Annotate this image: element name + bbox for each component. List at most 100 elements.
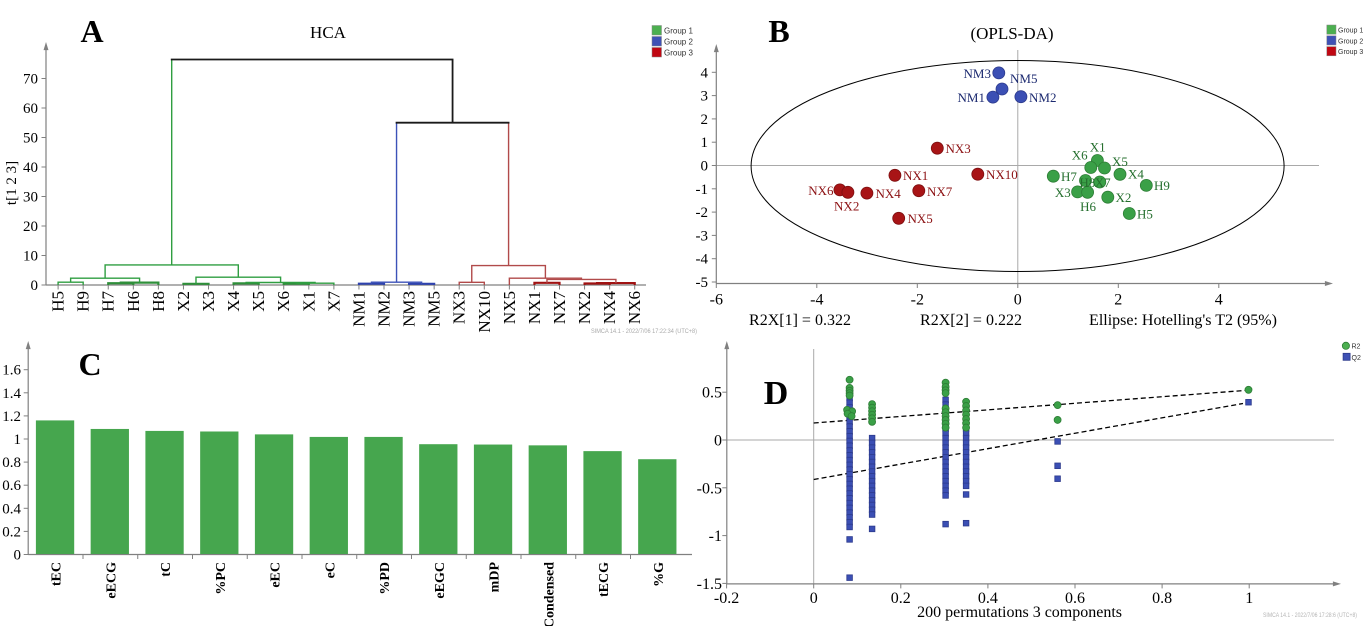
svg-text:R2X[2] = 0.222: R2X[2] = 0.222 xyxy=(920,312,1022,329)
svg-text:1: 1 xyxy=(14,432,22,448)
svg-text:X4: X4 xyxy=(1128,167,1144,182)
svg-text:Group 3: Group 3 xyxy=(664,49,693,58)
svg-text:NX1: NX1 xyxy=(903,168,928,183)
svg-text:%PC: %PC xyxy=(214,562,229,595)
svg-text:X3: X3 xyxy=(1055,185,1071,200)
svg-text:0.8: 0.8 xyxy=(2,455,21,471)
svg-text:NM5: NM5 xyxy=(425,291,444,327)
svg-text:t[1 2 3]: t[1 2 3] xyxy=(4,161,20,205)
svg-text:tECG: tECG xyxy=(597,562,612,597)
svg-text:1.6: 1.6 xyxy=(2,363,21,379)
svg-text:0: 0 xyxy=(1014,292,1022,309)
svg-text:Ellipse: Hotelling's T2 (95%): Ellipse: Hotelling's T2 (95%) xyxy=(1089,312,1277,329)
svg-text:NX4: NX4 xyxy=(876,186,902,201)
svg-text:50: 50 xyxy=(23,131,38,147)
svg-text:0.6: 0.6 xyxy=(1065,590,1085,607)
svg-text:0: 0 xyxy=(810,590,818,607)
svg-text:NM3: NM3 xyxy=(400,291,419,327)
svg-text:X1: X1 xyxy=(299,291,318,312)
svg-text:NX10: NX10 xyxy=(986,167,1018,182)
svg-text:10: 10 xyxy=(23,249,38,265)
svg-text:NX5: NX5 xyxy=(500,291,519,324)
svg-text:X7: X7 xyxy=(324,291,343,312)
svg-text:eEC: eEC xyxy=(269,562,284,588)
svg-text:X5: X5 xyxy=(1112,154,1128,169)
svg-text:NX6: NX6 xyxy=(808,183,834,198)
svg-text:H9: H9 xyxy=(74,291,93,312)
svg-text:1: 1 xyxy=(1245,590,1253,607)
svg-text:-4: -4 xyxy=(810,292,823,309)
svg-text:Group 2: Group 2 xyxy=(1338,38,1363,45)
svg-text:H8: H8 xyxy=(1079,175,1095,190)
svg-text:NM1: NM1 xyxy=(349,291,368,327)
svg-text:NX5: NX5 xyxy=(908,211,933,226)
svg-text:eEGC: eEGC xyxy=(433,562,448,599)
svg-text:tEC: tEC xyxy=(50,562,65,586)
svg-text:Q2: Q2 xyxy=(1352,355,1361,362)
svg-text:0: 0 xyxy=(31,278,39,294)
svg-text:SIMCA 14.1 - 2022/7/06 17:22:3: SIMCA 14.1 - 2022/7/06 17:22:34 (UTC+8) xyxy=(591,328,697,335)
svg-text:NX7: NX7 xyxy=(927,184,953,199)
svg-text:X6: X6 xyxy=(1072,148,1088,163)
svg-text:NM3: NM3 xyxy=(964,66,991,81)
svg-text:H9: H9 xyxy=(1154,178,1170,193)
svg-text:-0.5: -0.5 xyxy=(697,480,722,497)
svg-text:%G: %G xyxy=(652,562,667,587)
svg-text:X7: X7 xyxy=(1095,175,1111,190)
svg-text:C: C xyxy=(78,346,101,382)
svg-text:NX3: NX3 xyxy=(450,291,469,324)
svg-text:-1: -1 xyxy=(696,182,709,198)
svg-text:-6: -6 xyxy=(710,292,723,309)
svg-text:0.4: 0.4 xyxy=(978,590,998,607)
svg-text:H7: H7 xyxy=(1061,169,1077,184)
svg-text:-5: -5 xyxy=(696,275,709,291)
svg-text:2: 2 xyxy=(1114,292,1122,309)
svg-text:tC: tC xyxy=(159,562,174,577)
svg-text:0.6: 0.6 xyxy=(2,478,21,494)
svg-text:H5: H5 xyxy=(49,291,68,312)
svg-text:X3: X3 xyxy=(199,291,218,312)
svg-text:NM2: NM2 xyxy=(1029,90,1056,105)
svg-text:-2: -2 xyxy=(911,292,924,309)
svg-text:0: 0 xyxy=(714,433,722,450)
svg-text:eECG: eECG xyxy=(104,562,119,599)
svg-text:B: B xyxy=(768,13,789,49)
svg-text:NX7: NX7 xyxy=(550,291,569,325)
svg-text:200 permutations 3 components: 200 permutations 3 components xyxy=(917,604,1122,621)
svg-text:NM5: NM5 xyxy=(1010,71,1037,86)
svg-text:NX3: NX3 xyxy=(946,141,971,156)
svg-text:(OPLS-DA): (OPLS-DA) xyxy=(970,24,1053,43)
svg-text:0.2: 0.2 xyxy=(2,524,21,540)
svg-text:0.5: 0.5 xyxy=(702,385,722,402)
svg-text:Group 1: Group 1 xyxy=(1338,28,1363,35)
svg-text:A: A xyxy=(80,13,103,49)
svg-text:X2: X2 xyxy=(1116,190,1132,205)
svg-text:20: 20 xyxy=(23,219,38,235)
svg-text:Condensed: Condensed xyxy=(542,562,557,626)
svg-text:3: 3 xyxy=(701,89,709,105)
svg-text:X4: X4 xyxy=(224,291,243,312)
svg-text:NX6: NX6 xyxy=(625,291,644,324)
svg-text:eC: eC xyxy=(323,562,338,578)
svg-text:NX2: NX2 xyxy=(575,291,594,324)
svg-text:0: 0 xyxy=(14,548,22,564)
svg-text:0.8: 0.8 xyxy=(1152,590,1172,607)
svg-text:X6: X6 xyxy=(274,291,293,312)
svg-text:1.2: 1.2 xyxy=(2,409,21,425)
svg-text:R2: R2 xyxy=(1352,344,1361,351)
svg-text:NX4: NX4 xyxy=(600,291,619,325)
svg-text:NM2: NM2 xyxy=(375,291,394,327)
svg-text:-4: -4 xyxy=(696,252,709,268)
svg-text:NX2: NX2 xyxy=(834,199,859,214)
svg-text:4: 4 xyxy=(701,65,709,81)
svg-text:H8: H8 xyxy=(149,291,168,312)
svg-text:R2X[1] = 0.322: R2X[1] = 0.322 xyxy=(749,312,851,329)
svg-text:X5: X5 xyxy=(249,291,268,312)
svg-text:-1: -1 xyxy=(709,528,722,545)
svg-text:0.2: 0.2 xyxy=(891,590,911,607)
svg-text:-3: -3 xyxy=(696,228,709,244)
svg-text:Group 3: Group 3 xyxy=(1338,49,1363,56)
svg-text:1: 1 xyxy=(701,135,709,151)
svg-text:H7: H7 xyxy=(99,291,118,312)
svg-text:H6: H6 xyxy=(124,291,143,312)
